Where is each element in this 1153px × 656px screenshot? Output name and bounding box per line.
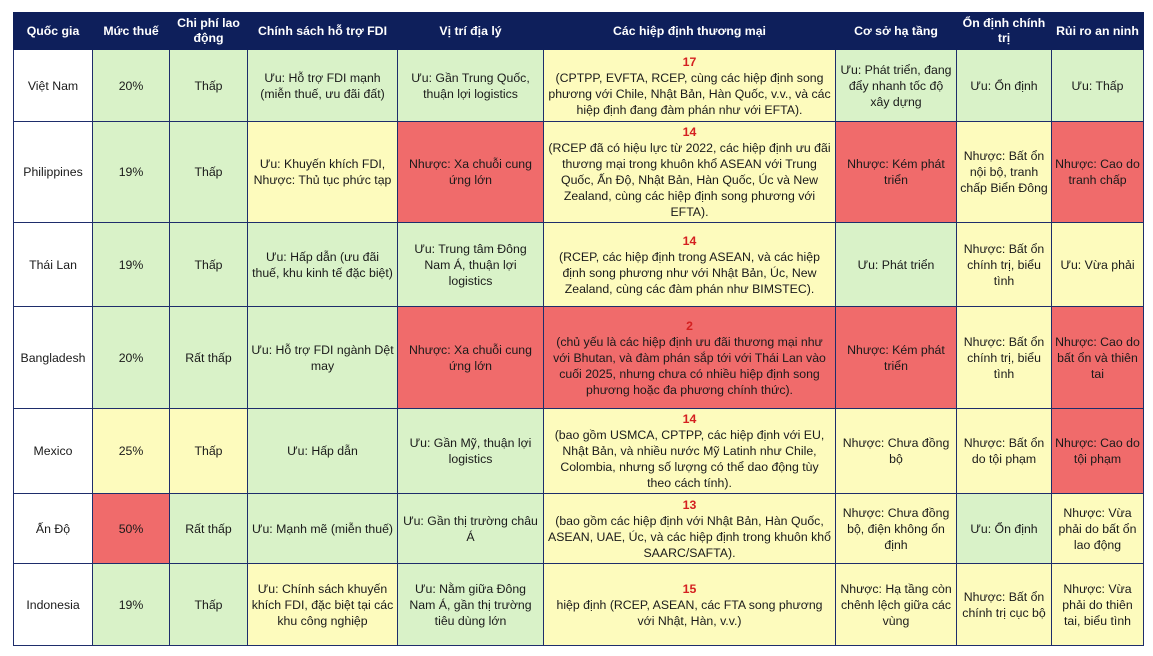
table-cell: Thấp	[169, 121, 248, 223]
table-cell: 19%	[92, 121, 170, 223]
table-cell: 13 (bao gồm các hiệp định với Nhật Bản, H…	[543, 493, 836, 564]
table-cell: Ưu: Ổn định	[956, 49, 1052, 122]
header-cell: Chi phí lao động	[169, 12, 248, 50]
agreement-count: 13	[682, 497, 697, 512]
table-cell: Nhược: Cao do tội phạm	[1051, 408, 1144, 494]
table-cell: 20%	[92, 49, 170, 122]
header-row: Quốc gia Mức thuế Chi phí lao động Chính sá…	[13, 12, 1144, 50]
table-cell: Nhược: Hạ tầng còn chênh lệch giữa các v…	[835, 563, 957, 646]
table-cell: Ưu: Thấp	[1051, 49, 1144, 122]
agreement-count: 2	[686, 318, 693, 333]
table-cell: Rất thấp	[169, 493, 248, 564]
table-cell: Ưu: Hấp dẫn (ưu đãi thuế, khu kinh tế đặ…	[247, 222, 398, 307]
table-cell: Ưu: Phát triển	[835, 222, 957, 307]
table-row: Bangladesh 20% Rất thấp Ưu: Hỗ trợ FDI ngàn…	[13, 306, 1144, 409]
header-cell: Cơ sở hạ tầng	[835, 12, 957, 50]
table-row: Indonesia 19% Thấp Ưu: Chính sách khuyến kh…	[13, 563, 1144, 646]
agreement-count: 14	[682, 412, 697, 426]
agreement-count: 15	[682, 581, 697, 596]
agreement-text: (RCEP đã có hiệu lực từ 2022, các hiệp đ…	[548, 141, 831, 219]
table-cell: Nhược: Bất ổn nội bộ, tranh chấp Biển Đô…	[956, 121, 1052, 223]
header-cell: Quốc gia	[13, 12, 93, 50]
table-row: Philippines 19% Thấp Ưu: Khuyến khích FDI, …	[13, 121, 1144, 223]
country-cell: Mexico	[13, 408, 93, 494]
country-cell: Thái Lan	[13, 222, 93, 307]
table-cell: Nhược: Bất ổn chính trị cục bộ	[956, 563, 1052, 646]
table-cell: Nhược: Chưa đồng bộ	[835, 408, 957, 494]
table-cell: Thấp	[169, 408, 248, 494]
table-cell: Ưu: Hỗ trợ FDI mạnh (miễn thuế, ưu đãi đ…	[247, 49, 398, 122]
table-cell: Nhược: Vừa phải do bất ổn lao động	[1051, 493, 1144, 564]
country-cell: Bangladesh	[13, 306, 93, 409]
table-cell: Thấp	[169, 49, 248, 122]
table-cell: 14 (RCEP, các hiệp định trong ASEAN, và c…	[543, 222, 836, 307]
table-cell: 2 (chủ yếu là các hiệp định ưu đãi thương…	[543, 306, 836, 409]
table-cell: Nhược: Cao do tranh chấp	[1051, 121, 1144, 223]
header-cell: Mức thuế	[92, 12, 170, 50]
table-cell: Nhược: Cao do bất ổn và thiên tai	[1051, 306, 1144, 409]
table-cell: Ưu: Khuyến khích FDI, Nhược: Thủ tục phứ…	[247, 121, 398, 223]
table-cell: Ưu: Hỗ trợ FDI ngành Dệt may	[247, 306, 398, 409]
table-cell: 14 (RCEP đã có hiệu lực từ 2022, các hiệp…	[543, 121, 836, 223]
header-cell: Vị trí địa lý	[397, 12, 544, 50]
table-row: Thái Lan 19% Thấp Ưu: Hấp dẫn (ưu đãi thuế,…	[13, 222, 1144, 307]
agreement-count: 14	[682, 125, 697, 139]
table-row: Mexico 25% Thấp Ưu: Hấp dẫn Ưu: Gần Mỹ, thuậ…	[13, 408, 1144, 494]
table-cell: 25%	[92, 408, 170, 494]
table-cell: Nhược: Bất ổn do tội phạm	[956, 408, 1052, 494]
table-cell: Ưu: Gần Trung Quốc, thuận lợi logistics	[397, 49, 544, 122]
agreement-text: (CPTPP, EVFTA, RCEP, cùng các hiệp định …	[548, 70, 831, 117]
country-cell: Philippines	[13, 121, 93, 223]
table-cell: 19%	[92, 563, 170, 646]
table-cell: 20%	[92, 306, 170, 409]
header-cell: Các hiệp định thương mại	[543, 12, 836, 50]
table-row: Việt Nam 20% Thấp Ưu: Hỗ trợ FDI mạnh (miễn…	[13, 49, 1144, 122]
header-cell: Rủi ro an ninh	[1051, 12, 1144, 50]
agreement-count: 14	[682, 233, 697, 248]
table-cell: Ưu: Phát triển, đang đẩy nhanh tốc độ xâ…	[835, 49, 957, 122]
table-cell: Ưu: Ổn định	[956, 493, 1052, 564]
table-cell: Nhược: Chưa đồng bộ, điện không ổn định	[835, 493, 957, 564]
comparison-table: Quốc gia Mức thuế Chi phí lao động Chính sá…	[13, 12, 1144, 646]
agreement-count: 17	[682, 54, 697, 69]
country-cell: Indonesia	[13, 563, 93, 646]
table-cell: Nhược: Xa chuỗi cung ứng lớn	[397, 121, 544, 223]
table-cell: Nhược: Vừa phải do thiên tai, biểu tình	[1051, 563, 1144, 646]
table-cell: Ưu: Trung tâm Đông Nam Á, thuận lợi logi…	[397, 222, 544, 307]
header-cell: Chính sách hỗ trợ FDI	[247, 12, 398, 50]
table-cell: 14 (bao gồm USMCA, CPTPP, các hiệp định v…	[543, 408, 836, 494]
table-cell: 17 (CPTPP, EVFTA, RCEP, cùng các hiệp địn…	[543, 49, 836, 122]
table-cell: Nhược: Kém phát triển	[835, 121, 957, 223]
agreement-text: (bao gồm các hiệp định với Nhật Bản, Hàn…	[548, 513, 831, 560]
table-cell: Nhược: Kém phát triển	[835, 306, 957, 409]
agreement-text: (bao gồm USMCA, CPTPP, các hiệp định với…	[554, 428, 825, 490]
table-row: Ấn Độ 50% Rất thấp Ưu: Mạnh mẽ (miễn thuế) Ư…	[13, 493, 1144, 564]
country-cell: Việt Nam	[13, 49, 93, 122]
table-cell: Ưu: Hấp dẫn	[247, 408, 398, 494]
agreement-text: (chủ yếu là các hiệp định ưu đãi thương …	[553, 334, 826, 397]
table-cell: Ưu: Vừa phải	[1051, 222, 1144, 307]
table-cell: Ưu: Mạnh mẽ (miễn thuế)	[247, 493, 398, 564]
table-cell: Ưu: Gần Mỹ, thuận lợi logistics	[397, 408, 544, 494]
country-cell: Ấn Độ	[13, 493, 93, 564]
table-cell: Nhược: Xa chuỗi cung ứng lớn	[397, 306, 544, 409]
table-cell: Ưu: Chính sách khuyến khích FDI, đặc biệ…	[247, 563, 398, 646]
table-cell: Thấp	[169, 222, 248, 307]
agreement-text: (RCEP, các hiệp định trong ASEAN, và các…	[559, 249, 820, 296]
table-cell: 19%	[92, 222, 170, 307]
table-cell: Nhược: Bất ổn chính trị, biểu tình	[956, 306, 1052, 409]
table-cell: Ưu: Nằm giữa Đông Nam Á, gần thị trường …	[397, 563, 544, 646]
table-cell: Nhược: Bất ổn chính trị, biểu tình	[956, 222, 1052, 307]
table-cell: 15 hiệp định (RCEP, ASEAN, các FTA song p…	[543, 563, 836, 646]
table-cell: 50%	[92, 493, 170, 564]
agreement-text: hiệp định (RCEP, ASEAN, các FTA song phư…	[556, 597, 823, 628]
header-cell: Ổn định chính trị	[956, 12, 1052, 50]
table-cell: Rất thấp	[169, 306, 248, 409]
table-body: Việt Nam 20% Thấp Ưu: Hỗ trợ FDI mạnh (miễn…	[13, 49, 1144, 646]
table-cell: Thấp	[169, 563, 248, 646]
table-cell: Ưu: Gần thị trường châu Á	[397, 493, 544, 564]
